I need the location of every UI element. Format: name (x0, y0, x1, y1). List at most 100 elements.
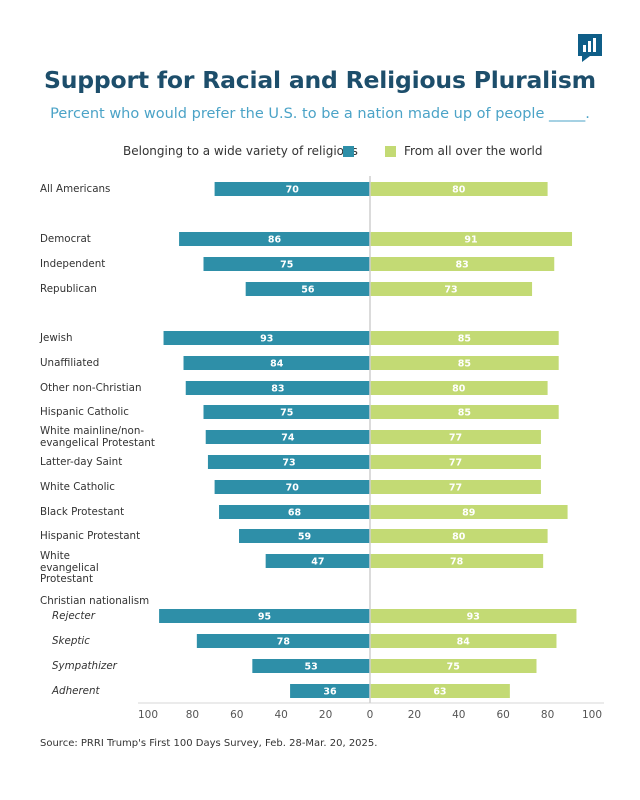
row-label-white-catholic: White Catholic (40, 481, 115, 493)
x-tick-label: 100 (138, 709, 158, 721)
value-label-world: 78 (450, 557, 464, 568)
row-label-hispanic-catholic: Hispanic Catholic (40, 406, 129, 418)
value-label-religions: 68 (288, 508, 302, 519)
chart-subtitle: Percent who would prefer the U.S. to be … (50, 106, 590, 122)
bar-religions (265, 554, 370, 568)
bar-world (370, 455, 541, 469)
value-label-world: 85 (458, 334, 471, 345)
bar-world (370, 609, 577, 623)
value-label-world: 91 (464, 235, 477, 246)
value-label-world: 85 (458, 408, 471, 419)
value-label-world: 80 (452, 532, 466, 543)
bar-religions (183, 356, 370, 370)
bar-world (370, 182, 548, 196)
row-label-independent: Independent (40, 258, 106, 270)
value-label-world: 80 (452, 185, 466, 196)
legend-label-world: From all over the world (404, 144, 543, 158)
value-label-world: 83 (456, 260, 469, 271)
bar-religions (219, 505, 370, 519)
bar-religions (159, 609, 370, 623)
bar-religions (252, 659, 370, 673)
value-label-religions: 78 (277, 637, 291, 648)
value-label-world: 85 (458, 359, 471, 370)
value-label-world: 77 (449, 458, 462, 469)
value-label-religions: 70 (286, 483, 300, 494)
value-label-world: 77 (449, 483, 462, 494)
row-label-white-mainline: White mainline/non-evangelical Protestan… (40, 425, 155, 449)
row-label-latter-day-saint: Latter-day Saint (40, 456, 123, 468)
x-tick-label: 80 (541, 709, 554, 721)
group-label-christian-nationalism: Christian nationalism (40, 595, 150, 607)
value-label-religions: 74 (281, 433, 295, 444)
x-tick-label: 40 (452, 709, 465, 721)
bar-religions (207, 455, 370, 469)
prri-logo-icon (578, 34, 602, 62)
source-note: Source: PRRI Trump's First 100 Days Surv… (40, 738, 378, 749)
value-label-world: 77 (449, 433, 462, 444)
bar-religions (214, 182, 370, 196)
value-label-world: 80 (452, 384, 466, 395)
row-label-rejecter: Rejecter (52, 610, 95, 622)
legend-swatch-religions (343, 146, 354, 157)
row-label-other-non-christian: Other non-Christian (40, 382, 142, 394)
value-label-world: 93 (467, 612, 480, 623)
x-tick-label: 20 (408, 709, 421, 721)
bar-religions (214, 480, 370, 494)
row-label-republican: Republican (40, 283, 97, 295)
bar-religions (196, 634, 370, 648)
bar-world (370, 257, 555, 271)
row-label-hispanic-protestant: Hispanic Protestant (40, 530, 141, 542)
value-label-religions: 83 (271, 384, 284, 395)
bar-world (370, 430, 541, 444)
row-label-jewish: Jewish (40, 332, 73, 344)
value-label-religions: 75 (280, 408, 293, 419)
value-label-world: 63 (433, 687, 446, 698)
value-label-religions: 73 (282, 458, 295, 469)
bar-world (370, 505, 568, 519)
x-tick-label: 60 (230, 709, 243, 721)
bar-religions (163, 331, 370, 345)
value-label-religions: 86 (268, 235, 282, 246)
legend-swatch-world (385, 146, 396, 157)
chart-title: Support for Racial and Religious Plurali… (44, 66, 596, 94)
x-tick-label: 20 (319, 709, 332, 721)
value-label-world: 84 (457, 637, 471, 648)
bar-religions (203, 257, 370, 271)
bar-religions (205, 430, 370, 444)
bar-world (370, 659, 537, 673)
legend-label-religions: Belonging to a wide variety of religions (123, 144, 358, 158)
row-label-black-protestant: Black Protestant (40, 506, 125, 518)
row-label-skeptic: Skeptic (52, 635, 90, 647)
x-tick-label: 60 (497, 709, 510, 721)
bar-religions (239, 529, 370, 543)
value-label-world: 89 (462, 508, 475, 519)
row-label-unaffiliated: Unaffiliated (40, 357, 100, 369)
bar-world (370, 381, 548, 395)
bar-world (370, 684, 510, 698)
value-label-world: 73 (444, 285, 457, 296)
row-label-all-americans: All Americans (40, 183, 111, 195)
value-label-religions: 47 (311, 557, 324, 568)
bar-religions (290, 684, 370, 698)
value-label-religions: 93 (260, 334, 273, 345)
bar-world (370, 356, 559, 370)
row-label-democrat: Democrat (40, 233, 91, 245)
row-label-white-evangelical: White evangelical Protestant (40, 550, 99, 585)
bar-religions (185, 381, 370, 395)
value-label-religions: 95 (258, 612, 271, 623)
bar-world (370, 232, 573, 246)
bar-world (370, 405, 559, 419)
bar-world (370, 282, 533, 296)
row-label-adherent: Adherent (52, 685, 100, 697)
bar-world (370, 529, 548, 543)
bar-religions (245, 282, 370, 296)
value-label-religions: 59 (298, 532, 311, 543)
bar-world (370, 634, 557, 648)
bar-religions (203, 405, 370, 419)
row-label-sympathizer: Sympathizer (52, 660, 117, 672)
x-tick-label: 80 (186, 709, 199, 721)
bar-world (370, 331, 559, 345)
bar-religions (179, 232, 370, 246)
value-label-religions: 84 (270, 359, 284, 370)
